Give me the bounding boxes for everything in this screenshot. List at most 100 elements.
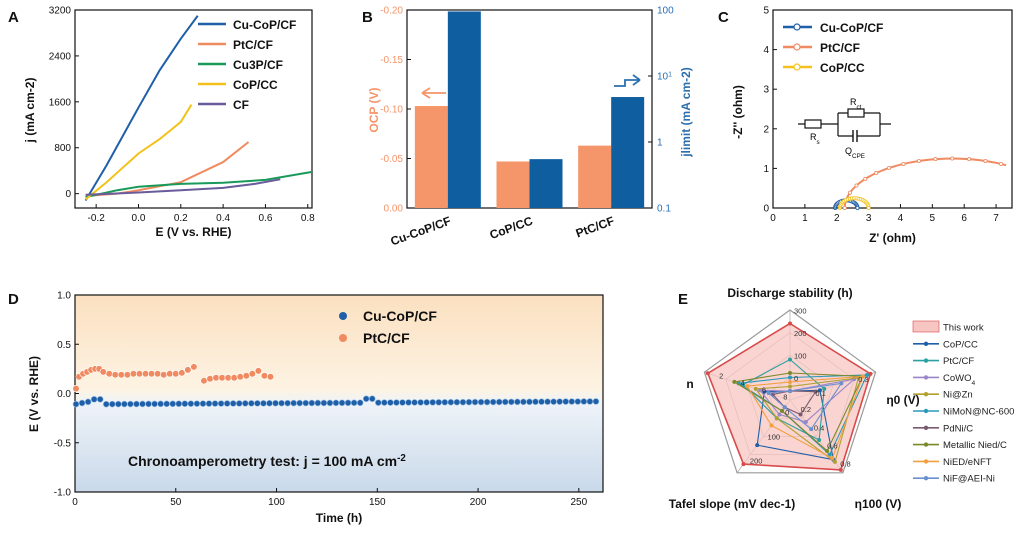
- point-cucop: [272, 399, 279, 407]
- y-tick-label: 3200: [49, 6, 72, 17]
- point-cucop: [145, 400, 152, 408]
- series-marker: [967, 157, 972, 162]
- radar-point: [732, 379, 737, 384]
- point-cucop: [374, 399, 382, 406]
- legend-label: PtC/CF: [363, 330, 410, 346]
- point-cucop: [453, 398, 461, 406]
- radar-point: [788, 384, 792, 389]
- x-tick-label: 50: [170, 497, 182, 508]
- panel-letter-c: C: [718, 9, 729, 26]
- series-marker: [999, 161, 1004, 166]
- point-ptc: [254, 367, 262, 375]
- radar-point: [868, 371, 873, 376]
- point-cucop: [163, 400, 170, 408]
- radar-tick-label: 6: [762, 386, 766, 395]
- point-cucop: [169, 400, 177, 408]
- y-tick-label: 1.0: [57, 291, 71, 302]
- point-ptc: [248, 370, 256, 378]
- point-cucop: [290, 399, 297, 407]
- point-cucop: [332, 399, 340, 407]
- y-axis-label: j (mA cm-2): [23, 78, 37, 144]
- radar-point: [766, 391, 771, 396]
- point-cucop: [538, 398, 545, 406]
- point-cucop: [435, 398, 443, 406]
- resistor-rs: [804, 119, 822, 129]
- x-tick-label: 0.0: [132, 213, 146, 224]
- radar-point: [753, 386, 758, 391]
- legend-label: Cu-CoP/CF: [233, 18, 296, 32]
- series-line-cop-cc: [84, 104, 193, 201]
- point-ptc: [218, 374, 226, 382]
- radar-point: [839, 381, 844, 386]
- radar-series-pdni-c: [771, 390, 817, 416]
- series-marker: [901, 161, 906, 166]
- panel-b: B 0.00 -0.05 -0.10 -0.15 -0.20 0.1 1 101 100 Cu-Co…: [362, 6, 693, 249]
- y-tick-label: 4: [763, 45, 769, 56]
- circuit-wires: [798, 112, 891, 137]
- radar-series-nif-aei-ni: [767, 382, 843, 430]
- series-line-cf: [85, 178, 281, 196]
- point-cucop: [181, 400, 189, 408]
- radar-point: [788, 375, 792, 380]
- panel-d: D 0 50 100 150 200 250 1.0 0.5 0.0 -0.5 -1.0 Time (h…: [8, 291, 604, 525]
- radar-point: [782, 405, 787, 410]
- arrow-left-axis: [421, 87, 446, 99]
- series-marker: [933, 157, 938, 162]
- radar-tick-label: 2: [719, 372, 723, 381]
- point-ptc: [212, 374, 220, 382]
- y-axis-label: E (V vs. RHE): [27, 356, 41, 432]
- radar-point: [813, 389, 818, 394]
- legend-label: CoP/CC: [820, 61, 865, 75]
- panel-e: E 0 100 200 300 0.1 0.3 0.20.4 0.60.8 0 100 200 8 6 4 2…: [669, 286, 1015, 511]
- y-tick-label: 0: [763, 204, 769, 215]
- point-cucop: [562, 398, 570, 405]
- radar-point: [777, 412, 782, 417]
- category-label: PtC/CF: [574, 214, 616, 241]
- legend-label: Metallic Nied/C: [943, 440, 1007, 451]
- point-cucop: [320, 399, 328, 407]
- point-ptc: [178, 369, 186, 377]
- panel-a: A -0.2 0.0 0.2 0.4 0.6 0.8 0 800 1600 2400 3200 E (V…: [8, 6, 315, 240]
- radar-series-ni-zn: [754, 377, 860, 463]
- point-cucop: [568, 398, 576, 405]
- y-tick-label: 0.0: [57, 389, 71, 400]
- x-tick-label: 0: [72, 497, 78, 508]
- series-marker: [887, 165, 892, 170]
- radar-axis-label: η100 (V): [855, 497, 902, 511]
- plot-background: [75, 295, 603, 492]
- x-tick-label: 150: [369, 497, 386, 508]
- radar-tick-label: 0.4: [814, 423, 824, 432]
- bar-jlimit: [529, 159, 563, 208]
- point-ptc: [200, 377, 208, 385]
- y-tick-label: 1: [763, 164, 769, 175]
- point-ptc: [242, 372, 250, 380]
- radar-point: [817, 388, 822, 393]
- point-cucop: [586, 398, 594, 405]
- radar-point: [827, 452, 832, 457]
- y-tick-label: 800: [54, 143, 71, 154]
- point-ptc: [135, 370, 144, 378]
- point-ptc: [224, 374, 232, 382]
- radar-tick-label: 8: [783, 393, 787, 402]
- radar-tick-label: 0: [785, 408, 789, 417]
- point-ptc: [154, 370, 162, 378]
- point-ptc: [260, 372, 269, 380]
- point-cucop: [532, 398, 539, 406]
- point-cucop: [187, 400, 195, 407]
- point-cucop: [115, 400, 122, 408]
- x-tick-label: 1: [802, 213, 808, 224]
- point-cucop: [393, 399, 400, 406]
- point-cucop: [133, 400, 140, 408]
- point-cucop: [90, 396, 98, 403]
- point-cucop: [139, 400, 146, 408]
- panel-letter-a: A: [8, 9, 19, 26]
- radar-tick-label: 200: [750, 457, 763, 466]
- x-tick-label: 0: [770, 213, 776, 224]
- radar-tick-label: 0: [794, 374, 798, 383]
- point-ptc: [141, 370, 150, 378]
- point-cucop: [175, 400, 183, 408]
- point-cucop: [102, 400, 110, 408]
- radar-tick-label: 0.6: [827, 442, 837, 451]
- point-cucop: [229, 400, 237, 407]
- point-cucop: [417, 399, 424, 406]
